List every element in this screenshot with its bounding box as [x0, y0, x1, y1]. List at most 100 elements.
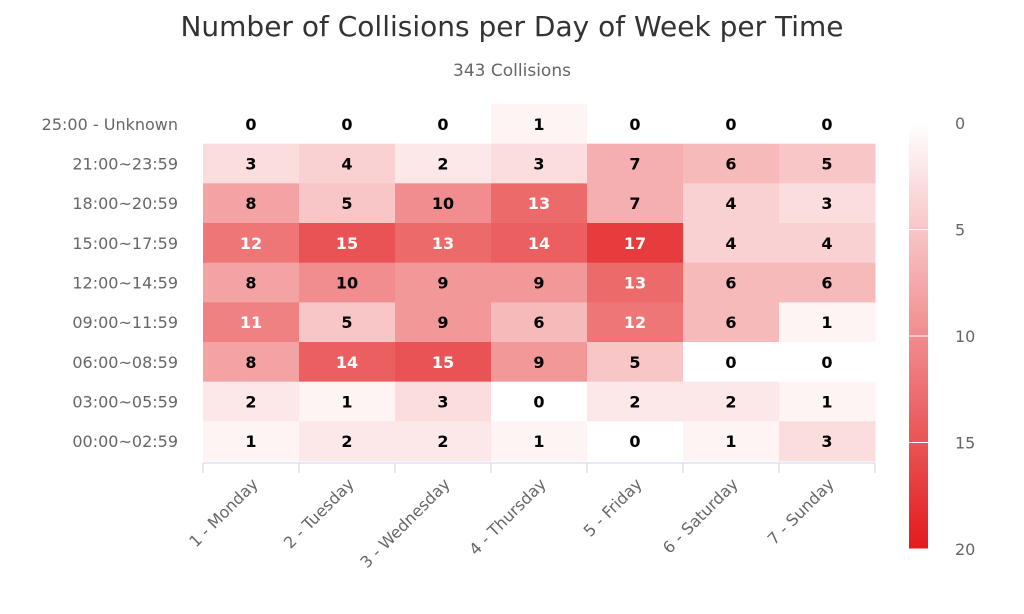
heatmap-cell [203, 183, 300, 224]
heatmap-cell [395, 143, 492, 184]
y-tick-label: 03:00~05:59 [72, 393, 178, 412]
cell-value-label: 0 [725, 115, 736, 134]
cell-value-label: 15 [432, 353, 454, 372]
heatmap-cell [395, 342, 492, 383]
cell-value-label: 1 [533, 432, 544, 451]
cell-value-label: 9 [533, 274, 544, 293]
heatmap-cell [683, 421, 780, 462]
cell-value-label: 9 [437, 274, 448, 293]
color-scale-label: 10 [955, 327, 975, 346]
cell-value-label: 6 [821, 274, 832, 293]
heatmap-cell [395, 421, 492, 462]
heatmap-cell [779, 381, 876, 422]
cell-value-label: 2 [341, 432, 352, 451]
color-scale-label: 0 [955, 114, 965, 133]
chart-subtitle: 343 Collisions [453, 61, 571, 81]
heatmap-cell [203, 342, 300, 383]
heatmap-cell [587, 223, 684, 264]
y-tick-label: 09:00~11:59 [72, 313, 178, 332]
cell-value-label: 1 [725, 432, 736, 451]
heatmap-cell [299, 223, 396, 264]
heatmap-cell [491, 381, 588, 422]
cell-value-label: 13 [624, 274, 646, 293]
heatmap-cell [683, 381, 780, 422]
color-scale-label: 20 [955, 540, 975, 559]
heatmap-cell [395, 262, 492, 303]
cell-value-label: 0 [533, 393, 544, 412]
heatmap-cell [491, 104, 588, 145]
y-tick-label: 18:00~20:59 [72, 194, 178, 213]
cell-value-label: 6 [533, 313, 544, 332]
heatmap-cell [491, 143, 588, 184]
heatmap-cell [203, 143, 300, 184]
y-tick-label: 25:00 - Unknown [42, 115, 178, 134]
heatmap-cell [587, 183, 684, 224]
cell-value-label: 2 [437, 155, 448, 174]
x-tick-label: 4 - Thursday [465, 474, 550, 559]
y-axis-labels: 25:00 - Unknown 21:00~23:59 18:00~20:59 15:… [42, 115, 178, 451]
heatmap-cell [587, 342, 684, 383]
heatmap-cell [299, 183, 396, 224]
heatmap-cell [395, 381, 492, 422]
heatmap-cell [779, 302, 876, 343]
cell-value-label: 9 [533, 353, 544, 372]
x-tick-label: 3 - Wednesday [356, 474, 453, 571]
heatmap-cell [779, 223, 876, 264]
heatmap-cell [683, 183, 780, 224]
x-tick-label: 5 - Friday [580, 474, 646, 540]
cell-value-label: 1 [533, 115, 544, 134]
cell-value-label: 5 [341, 313, 352, 332]
heatmap-cell [683, 143, 780, 184]
heatmap-cell [491, 342, 588, 383]
heatmap-cell [587, 381, 684, 422]
chart-title: Number of Collisions per Day of Week per… [180, 10, 844, 43]
y-tick-label: 15:00~17:59 [72, 234, 178, 253]
cell-value-label: 1 [245, 432, 256, 451]
cell-value-label: 8 [245, 274, 256, 293]
cell-value-label: 12 [240, 234, 262, 253]
cell-value-label: 1 [341, 393, 352, 412]
cell-value-label: 6 [725, 155, 736, 174]
heatmap-cell [491, 421, 588, 462]
cell-value-label: 7 [629, 155, 640, 174]
cell-value-label: 0 [725, 353, 736, 372]
heatmap-cell [587, 421, 684, 462]
cell-value-label: 14 [336, 353, 358, 372]
heatmap-cell [395, 223, 492, 264]
cell-value-label: 2 [437, 432, 448, 451]
cell-value-label: 13 [528, 194, 550, 213]
heatmap-cell [299, 421, 396, 462]
color-scale-label: 15 [955, 434, 975, 453]
cell-value-label: 6 [725, 313, 736, 332]
x-tick-label: 7 - Sunday [764, 474, 838, 548]
cell-value-label: 0 [437, 115, 448, 134]
heatmap-cell [299, 302, 396, 343]
cell-value-label: 1 [821, 393, 832, 412]
heatmap-cell [779, 183, 876, 224]
heatmap-cell [683, 104, 780, 145]
heatmap-cell [491, 223, 588, 264]
cell-value-label: 2 [629, 393, 640, 412]
cell-value-label: 1 [821, 313, 832, 332]
cell-value-label: 15 [336, 234, 358, 253]
cell-value-label: 11 [240, 313, 262, 332]
heatmap-cell [683, 342, 780, 383]
heatmap-cell [299, 342, 396, 383]
heatmap-cell [779, 262, 876, 303]
heatmap-cell [587, 262, 684, 303]
cell-value-label: 0 [821, 115, 832, 134]
cell-value-label: 3 [245, 155, 256, 174]
cell-value-label: 4 [725, 234, 736, 253]
color-scale-label: 5 [955, 221, 965, 240]
cell-value-label: 6 [725, 274, 736, 293]
y-tick-label: 12:00~14:59 [72, 274, 178, 293]
heatmap-cell [299, 262, 396, 303]
cell-value-label: 4 [341, 155, 352, 174]
heatmap-cell [203, 223, 300, 264]
cell-value-label: 0 [341, 115, 352, 134]
color-legend: 0 5 10 15 20 [909, 114, 975, 559]
heatmap-cell [203, 421, 300, 462]
cell-value-label: 9 [437, 313, 448, 332]
heatmap-cell [683, 262, 780, 303]
